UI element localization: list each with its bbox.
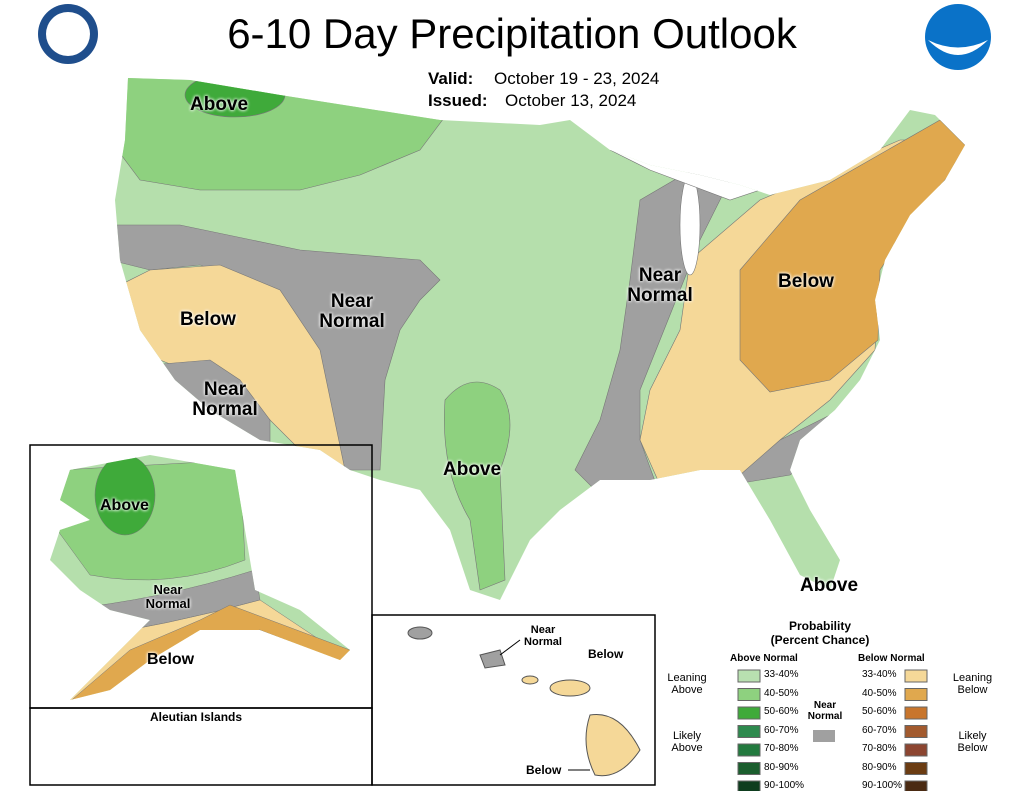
legend-bin: 40-50% <box>862 687 897 699</box>
legend-swatch <box>737 725 761 738</box>
legend-swatch <box>737 762 761 775</box>
legend-bin: 50-60% <box>764 706 799 717</box>
legend-bin: 90-100% <box>862 780 903 791</box>
valid-dates: October 19 - 23, 2024 <box>494 69 660 88</box>
legend-bin: 70-80% <box>862 743 897 754</box>
legend-swatch <box>737 780 761 791</box>
map-label: Near Normal <box>627 265 693 306</box>
legend-swatches <box>737 669 928 791</box>
legend-group: Likely Below <box>957 730 988 754</box>
map-label: Near Normal <box>319 291 385 332</box>
legend-header: Below Normal <box>858 653 925 664</box>
legend-swatch <box>904 725 928 738</box>
map-label: Below <box>778 271 834 292</box>
legend-bin: 50-60% <box>862 706 897 717</box>
legend-near: Near Normal <box>807 700 843 722</box>
legend-bin: 33-40% <box>764 669 799 680</box>
map-label: Near Normal <box>524 624 562 648</box>
valid-label: Valid: <box>428 69 474 88</box>
legend-bin: 40-50% <box>764 687 799 699</box>
legend-swatch <box>904 688 928 701</box>
legend-swatch <box>737 688 761 701</box>
noaa-logo <box>925 4 991 70</box>
map-label: Above <box>100 497 149 514</box>
hawaii-inset <box>371 614 656 786</box>
aleutian-title: Aleutian Islands <box>150 710 243 724</box>
legend-bin: 60-70% <box>764 724 799 736</box>
legend-swatch <box>737 706 761 720</box>
legend-group: Leaning Above <box>667 672 707 696</box>
legend-swatch <box>904 743 928 757</box>
map-label: Above <box>443 459 502 480</box>
legend-bin: 80-90% <box>862 761 897 773</box>
legend-swatch <box>737 669 761 683</box>
issued-date: October 13, 2024 <box>505 91 637 110</box>
legend-group: Likely Above <box>671 730 703 754</box>
map-label: Below <box>147 651 195 668</box>
legend-bin: 33-40% <box>862 669 897 680</box>
map-label: Below <box>180 309 236 330</box>
near-swatch <box>813 730 835 742</box>
legend-bin: 70-80% <box>764 743 799 754</box>
legend-bin: 90-100% <box>764 780 805 791</box>
map-label: Above <box>190 94 249 115</box>
map-label: Below <box>526 763 562 777</box>
legend-group: Leaning Below <box>952 672 993 696</box>
legend-title: Probability <box>788 619 851 633</box>
legend-swatch <box>904 706 928 720</box>
map-label: Above <box>800 575 859 596</box>
map-label: Near Normal <box>145 582 191 611</box>
legend-bin: 60-70% <box>862 724 897 736</box>
legend-header: Above Normal <box>730 653 798 664</box>
legend-bin: 80-90% <box>764 761 799 773</box>
legend-subtitle: (Percent Chance) <box>770 633 870 647</box>
map-label: Near Normal <box>192 379 258 420</box>
issued-label: Issued: <box>428 91 488 110</box>
title: 6-10 Day Precipitation Outlook <box>227 10 797 57</box>
legend-swatch <box>904 669 928 683</box>
legend-swatch <box>737 743 761 757</box>
legend-swatch <box>904 780 928 791</box>
alaska-inset <box>29 444 373 709</box>
map-label: Below <box>588 647 624 661</box>
legend-swatch <box>904 762 928 775</box>
